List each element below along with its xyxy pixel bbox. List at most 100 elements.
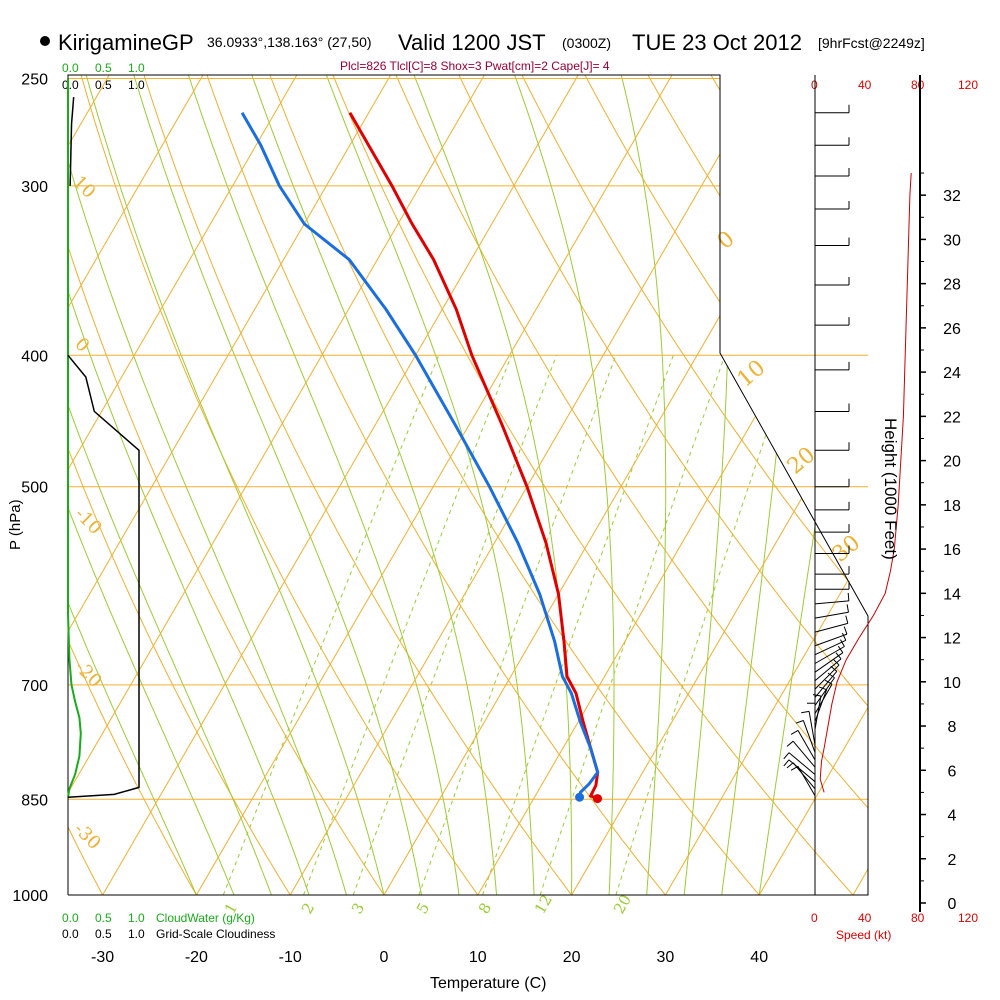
station-dot-icon [40,36,50,46]
height-tick-label: 16 [943,542,961,559]
top-cw-0: 0.0 [62,61,79,75]
mixing-ratio-line [352,355,558,895]
dry-adiabat-line [0,0,23,924]
moist-adiabat-line [209,75,498,895]
temperature-tick-label: -10 [279,949,302,966]
pressure-tick-label: 500 [21,480,48,497]
height-tick-label: 18 [943,498,961,515]
isotherm-label: 10 [68,172,99,203]
temperature-tick-label: -30 [91,949,114,966]
valid-time: Valid 1200 JST [398,30,546,55]
isotherm-line [68,75,466,895]
wind-barb [808,711,816,745]
moist-adiabat-line [68,89,310,895]
cloud-profiles [67,78,140,798]
forecast-info: [9hrFcst@2249z] [818,35,925,51]
wind-barb-feather [783,759,790,767]
moist-adiabat-line [683,75,730,895]
wind-barb-feather [843,626,848,635]
cloudwater-legend: CloudWater (g/Kg) [156,911,255,925]
wind-barb-feather [795,720,804,724]
isotherm-line [664,75,868,895]
mixing-ratio-label: 5 [413,900,433,917]
wind-barb [792,740,816,768]
isotherm-label: -30 [69,819,104,854]
pressure-axis: 250 300 400 500 700 850 1000 [12,71,48,905]
isotherm-label: -20 [70,657,105,692]
moist-adiabat-line [758,75,868,895]
dry-adiabat-line [68,75,119,895]
dry-adiabat-line [68,75,214,895]
isotherm-line [68,75,560,895]
moist-adiabat-line [68,75,385,895]
height-tick-label: 28 [943,277,961,294]
wind-barb [802,720,816,753]
moist-adiabat-line [466,75,615,895]
bot-cl-0: 0.0 [62,927,79,941]
wind-barb-feather [846,604,849,613]
isotherm-line [852,75,868,895]
isotherm-label: -10 [70,504,105,539]
pressure-tick-label: 850 [21,792,48,809]
station-name: KirigamineGP [58,30,194,55]
isotherms [68,0,1000,895]
bot-cw-1: 1.0 [128,911,145,925]
isotherm-line [477,75,868,895]
wind-barb [814,652,844,673]
height-axis-label: Height (1000 Feet) [881,418,900,560]
pressure-tick-label: 1000 [12,888,48,905]
temperature-tick-label: -20 [185,949,208,966]
dry-adiabat-line [68,75,309,895]
station-coords: 36.0933°,138.163° (27,50) [207,34,372,50]
dewpoint-line [240,112,600,798]
height-tick-label: 4 [948,808,957,825]
sounding-profiles [240,112,603,804]
wind-barb-feather [841,632,847,641]
cloudiness-line [67,354,140,798]
wind-barb [814,658,842,682]
top-speed-scale: 0 40 80 120 [811,78,978,92]
temperature-tick-label: 10 [469,949,487,966]
mixing-ratio-label: 8 [475,900,495,917]
wind-barb-feather [845,615,849,624]
top-cloudwater-scale: 0.0 0.5 1.0 0.0 0.5 1.0 [62,61,145,92]
bottom-speed-scale: 0 40 80 120 Speed (kt) [811,911,978,942]
wind-barbs [783,104,850,797]
dry-adiabat-line [106,75,594,895]
bot-speed-0: 0 [811,911,818,925]
mixing-ratio-line [615,355,794,895]
bot-cw-05: 0.5 [95,911,112,925]
height-tick-label: 14 [943,586,961,603]
height-tick-label: 32 [943,188,961,205]
wind-barb-feather [833,659,840,666]
wind-barb [814,646,845,664]
dry-adiabat-line [402,75,868,895]
isotherm-line [195,75,747,895]
temperature-tick-label: 30 [657,949,675,966]
bot-cl-1: 1.0 [128,927,145,941]
temperature-tick-label: 40 [750,949,768,966]
mixing-ratio-line [303,355,512,895]
height-tick-label: 10 [943,675,961,692]
isotherm-line [947,0,1000,895]
moist-adiabat-line [98,75,422,895]
isotherm-label: 0 [70,334,93,357]
top-cw-05: 0.5 [95,61,112,75]
dry-adiabat-line [165,75,690,895]
dry-adiabats [0,0,868,924]
surface-dewpoint-dot [575,792,585,802]
pressure-tick-label: 700 [21,678,48,695]
pressure-tick-label: 400 [21,348,48,365]
temperature-axis: -30 -20 -10 0 10 20 30 40 [91,949,768,966]
moist-adiabat-line [280,75,535,895]
mixing-ratio-line [539,355,726,895]
isotherm-line [68,75,184,895]
dry-adiabat-line [520,75,868,895]
pressure-axis-label: P (hPa) [7,499,24,550]
moist-adiabat-line [68,134,272,895]
moist-adiabat-line [721,75,809,895]
temperature-axis-label: Temperature (C) [430,975,546,992]
top-speed-40: 40 [858,78,872,92]
